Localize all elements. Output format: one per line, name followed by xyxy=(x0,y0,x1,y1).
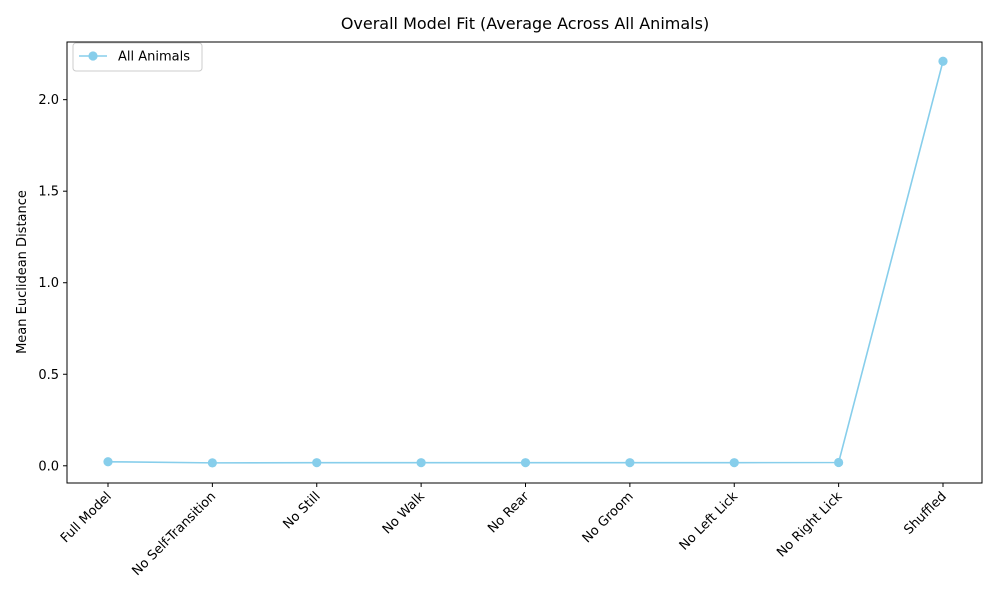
x-tick-label: No Left Lick xyxy=(677,489,742,554)
legend: All Animals xyxy=(72,42,203,72)
x-tick-label: No Walk xyxy=(380,489,428,537)
x-tick-label: No Rear xyxy=(485,489,533,537)
legend-marker xyxy=(88,51,98,61)
data-point xyxy=(103,457,113,467)
series-line xyxy=(107,61,944,464)
data-point xyxy=(312,458,322,468)
x-axis-ticks: Full Model No Self-Transition No Still No W… xyxy=(58,483,950,579)
series-layer xyxy=(103,56,948,468)
y-tick-label: 0.5 xyxy=(38,368,59,383)
x-tick-label: No Groom xyxy=(580,489,637,546)
y-tick-label: 0.0 xyxy=(38,459,59,474)
x-tick-label: No Right Lick xyxy=(774,489,846,561)
legend-box xyxy=(72,42,203,72)
data-point xyxy=(834,457,844,468)
data-point xyxy=(938,56,948,66)
data-point xyxy=(416,458,426,468)
data-point xyxy=(520,458,531,468)
y-tick-label: 2.0 xyxy=(38,93,59,108)
x-tick-label: No Self-Transition xyxy=(129,489,219,579)
y-axis-ticks: 0.0 0.5 1.0 1.5 2.0 xyxy=(38,93,67,474)
y-tick-label: 1.5 xyxy=(38,185,59,200)
y-axis-label: Mean Euclidean Distance xyxy=(15,190,30,354)
x-tick-label: No Still xyxy=(280,489,323,532)
data-point xyxy=(625,458,635,468)
data-point xyxy=(207,458,217,468)
x-tick-label: Full Model xyxy=(58,489,115,546)
x-tick-label: Shuffled xyxy=(901,489,949,537)
chart-title: Overall Model Fit (Average Across All An… xyxy=(341,14,709,33)
data-point xyxy=(729,458,739,468)
y-tick-label: 1.0 xyxy=(38,276,59,291)
plot-area-frame xyxy=(66,41,983,484)
legend-label: All Animals xyxy=(118,50,190,65)
